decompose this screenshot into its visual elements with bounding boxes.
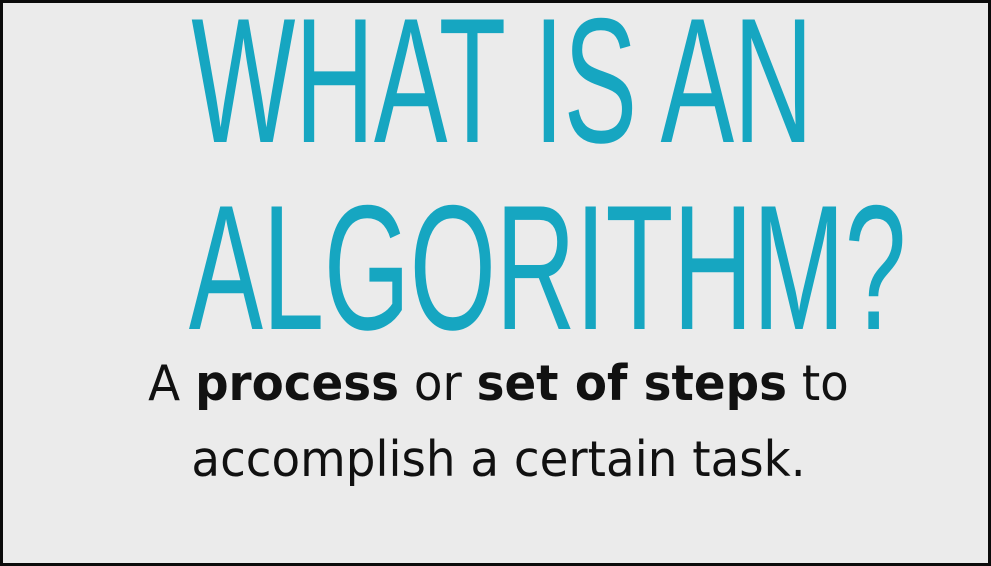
- definition-line-1: A process or set of steps to: [25, 359, 971, 408]
- definition-term-set-of-steps: set of steps: [476, 355, 787, 412]
- definition-line-2: accomplish a certain task.: [191, 431, 806, 488]
- definition-term-process: process: [195, 355, 399, 412]
- definition-text-to: to: [786, 355, 849, 412]
- definition-text-a: A: [148, 355, 196, 412]
- headline-line-1: WHAT IS AN: [191, 0, 813, 180]
- definition-text-or: or: [398, 355, 477, 412]
- headline-line-2: ALGORITHM?: [188, 168, 907, 367]
